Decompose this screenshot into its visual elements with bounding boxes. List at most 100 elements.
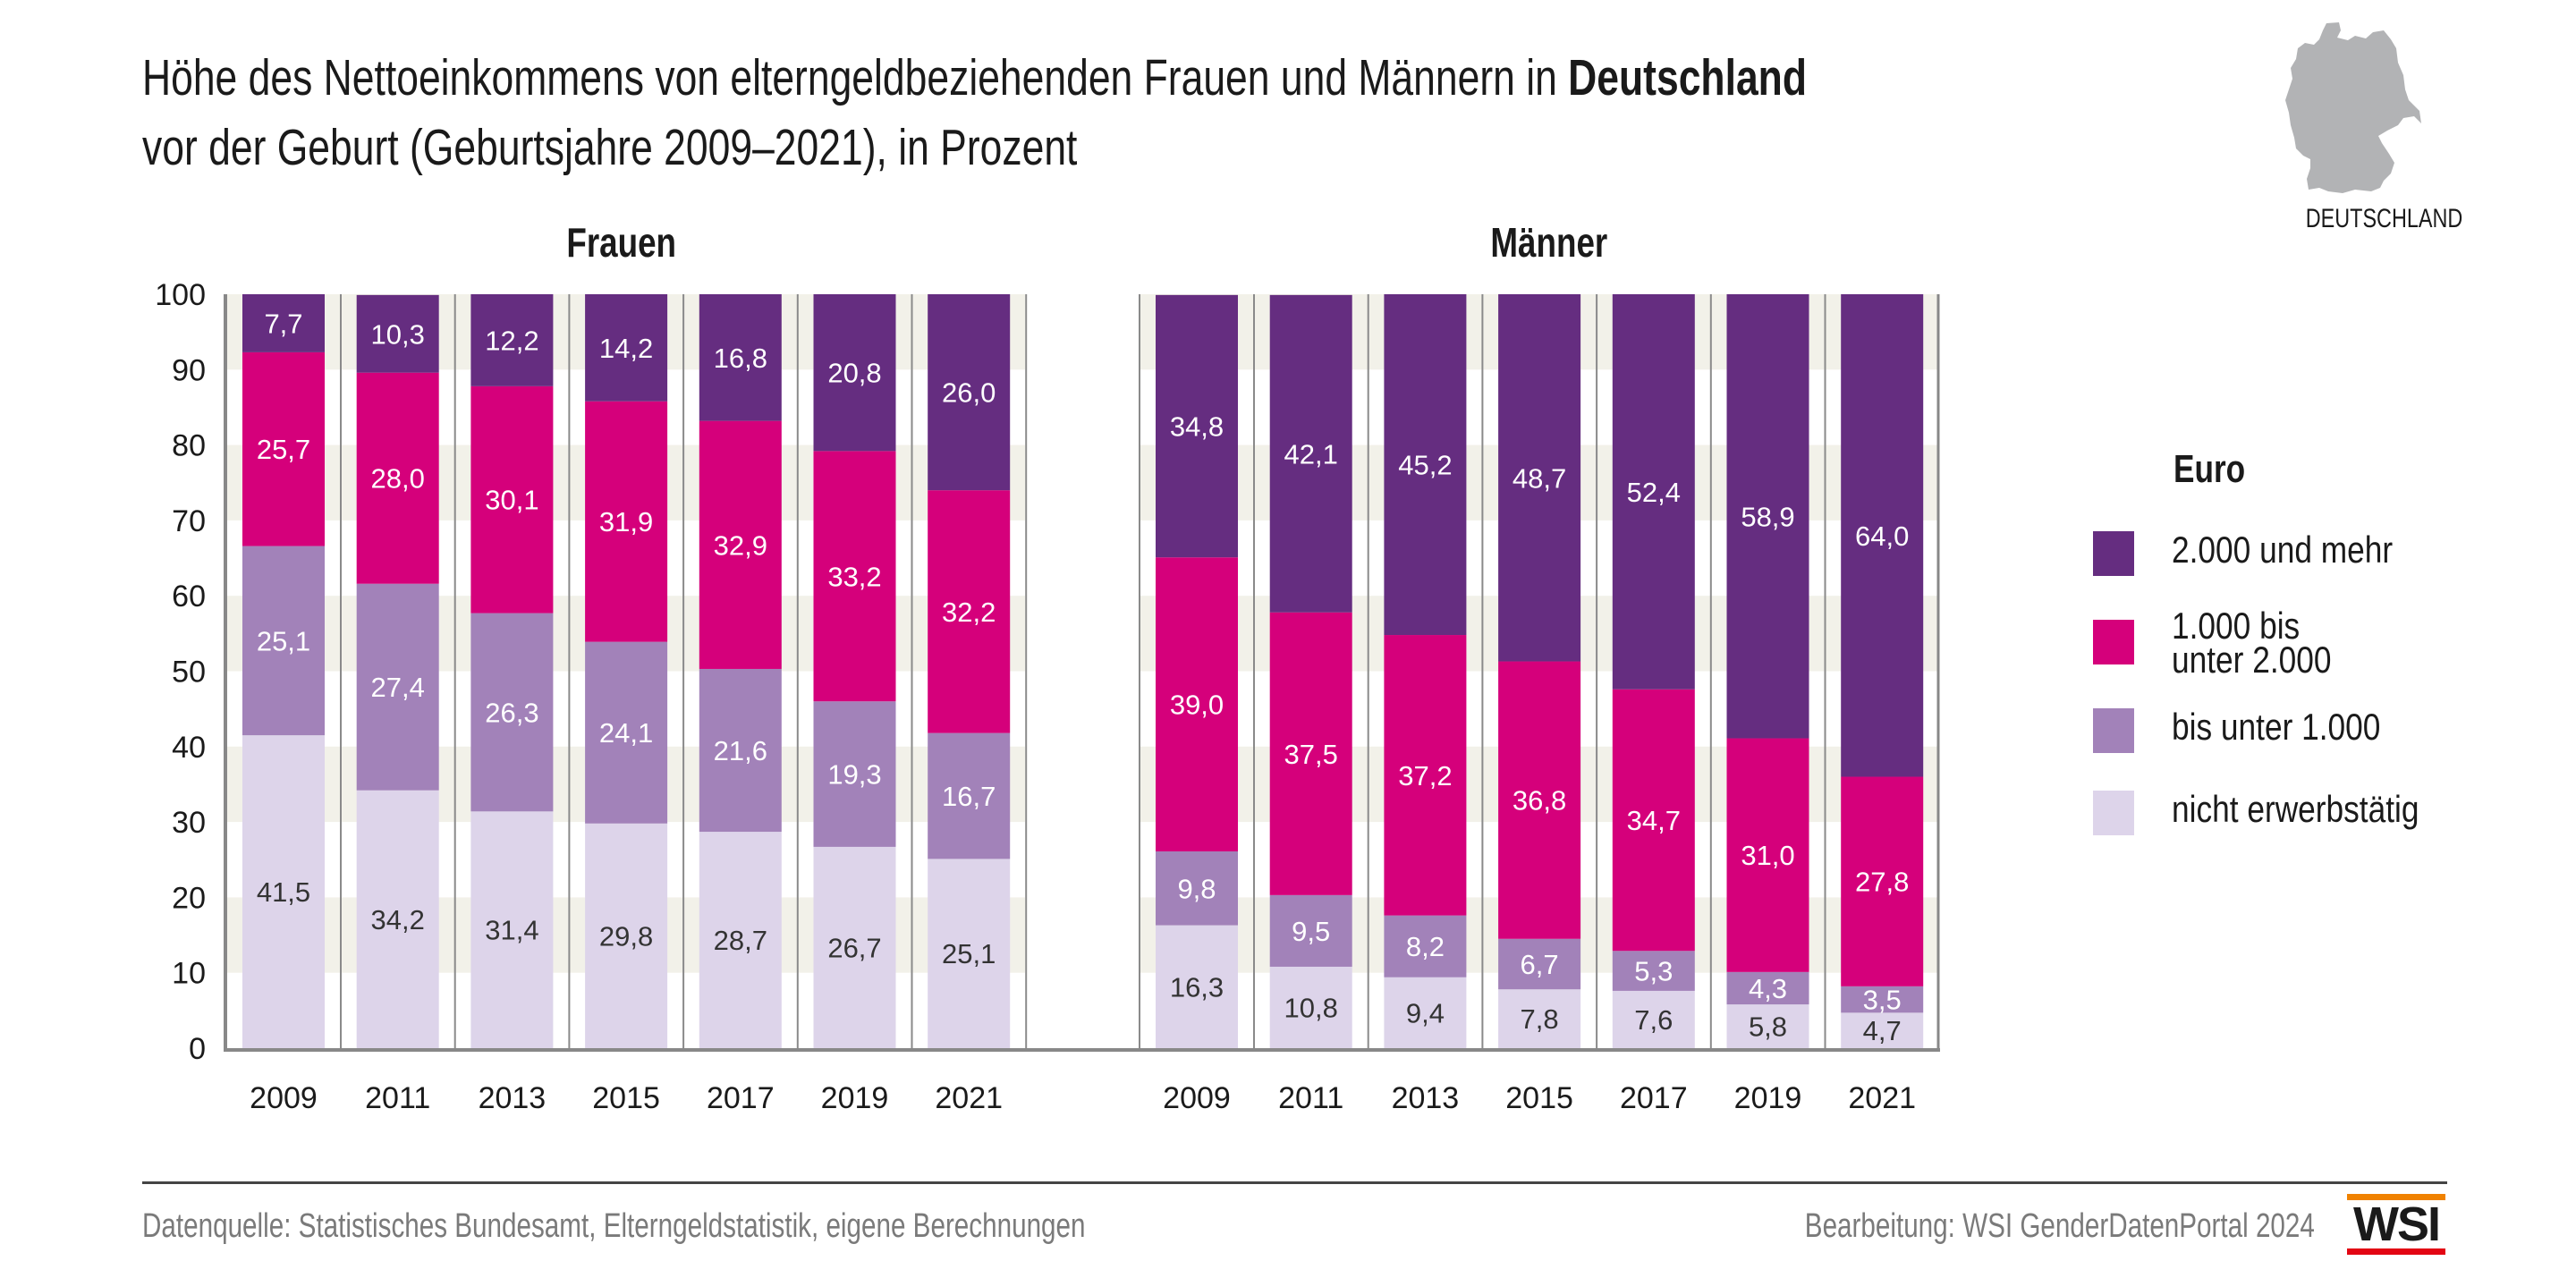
data-label: 24,1 <box>599 717 653 749</box>
data-label: 64,0 <box>1855 520 1909 552</box>
x-tick-label: 2009 <box>1163 1081 1231 1115</box>
bar-segment <box>585 823 668 1048</box>
data-label: 42,1 <box>1284 438 1338 470</box>
bar-segment <box>1156 925 1238 1048</box>
data-label: 16,7 <box>942 781 996 812</box>
bar-segment <box>1841 294 1924 777</box>
bar-segment <box>242 735 325 1048</box>
data-label: 6,7 <box>1521 949 1559 980</box>
logo-text: WSI <box>2353 1198 2441 1251</box>
footer-divider <box>142 1181 2447 1184</box>
bar-segment <box>813 701 896 847</box>
data-label: 10,3 <box>371 318 425 350</box>
data-label: 37,2 <box>1398 760 1452 791</box>
x-tick-label: 2021 <box>935 1081 1003 1115</box>
bar-segment <box>1498 989 1581 1048</box>
stacked-bar: 7,8 6,7 36,8 48,7 <box>1498 294 1581 1048</box>
bar-segment <box>1269 294 1352 613</box>
stacked-bar: 25,1 16,7 32,2 26,0 <box>928 294 1011 1048</box>
region-label: DEUTSCHLAND <box>2305 204 2463 233</box>
data-label: 27,8 <box>1855 867 1909 898</box>
bar-segment <box>470 811 554 1048</box>
bar-segment <box>1726 738 1809 972</box>
data-label: 4,7 <box>1863 1015 1902 1046</box>
y-tick-label: 10 <box>172 957 206 991</box>
bar-segment <box>1269 966 1352 1048</box>
bar-segment <box>699 420 782 669</box>
data-label: 31,9 <box>599 506 653 537</box>
title-region-bold: Deutschland <box>1568 49 1807 106</box>
bar-segment <box>813 846 896 1048</box>
data-label: 7,8 <box>1521 1003 1559 1035</box>
data-label: 12,2 <box>485 325 538 356</box>
x-tick-label: 2021 <box>1848 1081 1916 1115</box>
bar-segment <box>928 294 1011 491</box>
bar-segment <box>1612 689 1695 952</box>
title-line-1: Höhe des Nettoeinkommens von elterngeldb… <box>142 49 1569 106</box>
x-tick-label: 2019 <box>821 1081 889 1115</box>
bar-segment <box>1156 557 1238 851</box>
bar-segment <box>356 372 439 584</box>
wsi-logo: WSI <box>2347 1194 2445 1255</box>
bar-segment <box>1841 1012 1924 1048</box>
bar-segment <box>1612 951 1695 991</box>
bar-group-maenner: 16,3 9,8 39,0 34,8 2009 10,8 9,5 37,5 42,1 2011 9,… <box>1156 294 1924 1115</box>
data-label: 25,7 <box>257 434 310 465</box>
y-tick-label: 20 <box>172 881 206 915</box>
bar-segment <box>470 385 554 614</box>
data-label: 34,2 <box>371 904 425 935</box>
stacked-bar: 41,5 25,1 25,7 7,7 <box>242 294 325 1048</box>
data-label: 45,2 <box>1398 450 1452 481</box>
x-tick-label: 2011 <box>1278 1081 1343 1115</box>
legend-label: 1.000 bis unter 2.000 <box>2172 605 2332 681</box>
bar-segment <box>585 641 668 824</box>
bar-segment <box>1384 915 1467 977</box>
bar-segment <box>1726 971 1809 1005</box>
data-label: 52,4 <box>1627 477 1681 508</box>
data-label: 5,3 <box>1634 956 1673 987</box>
bar-segment <box>242 351 325 546</box>
stacked-bar: 29,8 24,1 31,9 14,2 <box>585 294 668 1048</box>
x-tick-label: 2011 <box>365 1081 430 1115</box>
legend-label: bis unter 1.000 <box>2172 706 2381 748</box>
bar-segment <box>1384 977 1467 1048</box>
stacked-bar: 28,7 21,6 32,9 16,8 <box>699 294 782 1048</box>
legend-swatch <box>2093 791 2134 835</box>
bar-segment <box>928 859 1011 1048</box>
bar-segment <box>1269 612 1352 895</box>
y-tick-label: 70 <box>172 504 206 538</box>
data-label: 27,4 <box>371 672 425 703</box>
data-label: 41,5 <box>257 876 310 908</box>
x-tick-label: 2017 <box>707 1081 775 1115</box>
legend-swatch <box>2093 708 2134 753</box>
data-label: 14,2 <box>599 333 653 364</box>
data-label: 28,7 <box>714 925 767 956</box>
data-label: 3,5 <box>1863 985 1902 1016</box>
bar-segment <box>470 294 554 386</box>
germany-map-icon <box>2285 22 2421 193</box>
data-label: 25,1 <box>257 625 310 656</box>
bar-segment <box>470 613 554 812</box>
data-label: 19,3 <box>827 759 881 791</box>
y-tick-label: 0 <box>189 1032 206 1066</box>
legend-label: 2.000 und mehr <box>2172 529 2394 571</box>
data-label: 58,9 <box>1741 501 1794 532</box>
bar-segment <box>1841 776 1924 986</box>
y-tick-label: 30 <box>172 806 206 840</box>
data-source: Datenquelle: Statistisches Bundesamt, El… <box>142 1207 1086 1245</box>
data-label: 8,2 <box>1406 931 1445 962</box>
data-label: 29,8 <box>599 920 653 952</box>
bar-segment <box>1498 661 1581 939</box>
group-title-maenner: Männer <box>1490 219 1608 266</box>
data-label: 7,7 <box>264 308 302 339</box>
data-label: 4,3 <box>1749 973 1787 1004</box>
bar-segment <box>1612 294 1695 690</box>
bar-segment <box>1156 851 1238 926</box>
bar-segment <box>356 294 439 373</box>
bar-segment <box>699 294 782 421</box>
bar-segment <box>1612 990 1695 1048</box>
x-tick-label: 2013 <box>1392 1081 1460 1115</box>
data-label: 26,0 <box>942 377 996 409</box>
data-label: 32,2 <box>942 597 996 628</box>
